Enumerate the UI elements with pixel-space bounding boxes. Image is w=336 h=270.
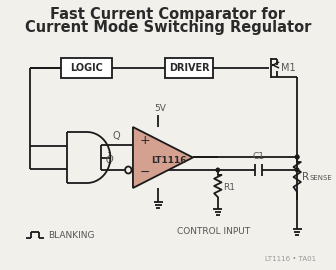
Text: $\bar{Q}$: $\bar{Q}$ bbox=[105, 152, 115, 167]
Text: 5V: 5V bbox=[154, 104, 166, 113]
Text: CONTROL INPUT: CONTROL INPUT bbox=[177, 227, 250, 236]
Text: BLANKING: BLANKING bbox=[48, 231, 94, 239]
Text: LT1116 • TA01: LT1116 • TA01 bbox=[264, 256, 316, 262]
Bar bbox=[165, 58, 213, 78]
Text: DRIVER: DRIVER bbox=[169, 63, 210, 73]
Text: +: + bbox=[140, 134, 150, 147]
Text: Fast Current Comparator for: Fast Current Comparator for bbox=[50, 7, 286, 22]
Bar bbox=[61, 58, 112, 78]
Circle shape bbox=[216, 168, 219, 172]
Text: R: R bbox=[302, 172, 309, 182]
Text: M1: M1 bbox=[281, 63, 295, 73]
Text: Q: Q bbox=[113, 131, 121, 141]
Text: −: − bbox=[140, 166, 150, 178]
Text: C1: C1 bbox=[252, 152, 264, 161]
Text: LOGIC: LOGIC bbox=[70, 63, 103, 73]
Polygon shape bbox=[133, 127, 193, 188]
Circle shape bbox=[296, 155, 299, 159]
Text: LT1116: LT1116 bbox=[151, 156, 186, 165]
Circle shape bbox=[296, 168, 299, 172]
Text: R1: R1 bbox=[223, 183, 235, 191]
Text: SENSE: SENSE bbox=[309, 175, 332, 181]
Circle shape bbox=[296, 155, 299, 159]
Text: Current Mode Switching Regulator: Current Mode Switching Regulator bbox=[25, 20, 311, 35]
Circle shape bbox=[125, 167, 132, 174]
